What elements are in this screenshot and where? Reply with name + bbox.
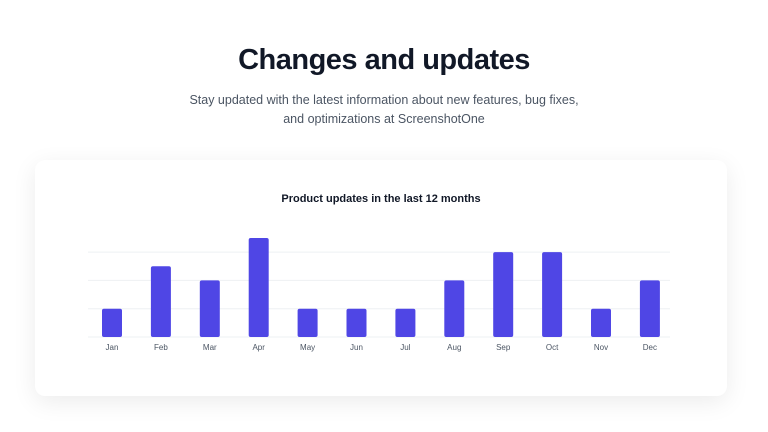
bar — [444, 280, 465, 337]
x-tick-label: Jan — [106, 343, 119, 352]
bar — [395, 308, 416, 337]
x-tick-label: Oct — [546, 343, 559, 352]
bar — [542, 252, 563, 337]
x-tick-label: Apr — [252, 343, 265, 352]
bar — [591, 308, 611, 337]
x-tick-label: Feb — [154, 343, 168, 352]
page-subtitle: Stay updated with the latest information… — [189, 93, 579, 126]
chart-title: Product updates in the last 12 months — [281, 193, 480, 205]
bar — [150, 266, 171, 337]
bar — [493, 252, 514, 337]
x-tick-label: Dec — [643, 343, 657, 352]
x-tick-label: May — [300, 343, 315, 352]
bar — [346, 308, 367, 337]
bar — [248, 238, 269, 337]
chart-card — [35, 160, 727, 396]
x-tick-label: Mar — [203, 343, 217, 352]
x-tick-label: Jul — [400, 343, 410, 352]
bar — [639, 280, 660, 337]
bar — [199, 280, 220, 337]
bar — [102, 308, 122, 337]
x-tick-label: Sep — [496, 343, 511, 352]
x-tick-label: Aug — [447, 343, 461, 352]
x-tick-label: Jun — [350, 343, 363, 352]
x-tick-label: Nov — [594, 343, 608, 352]
page-title: Changes and updates — [238, 44, 530, 76]
bar — [297, 308, 318, 337]
